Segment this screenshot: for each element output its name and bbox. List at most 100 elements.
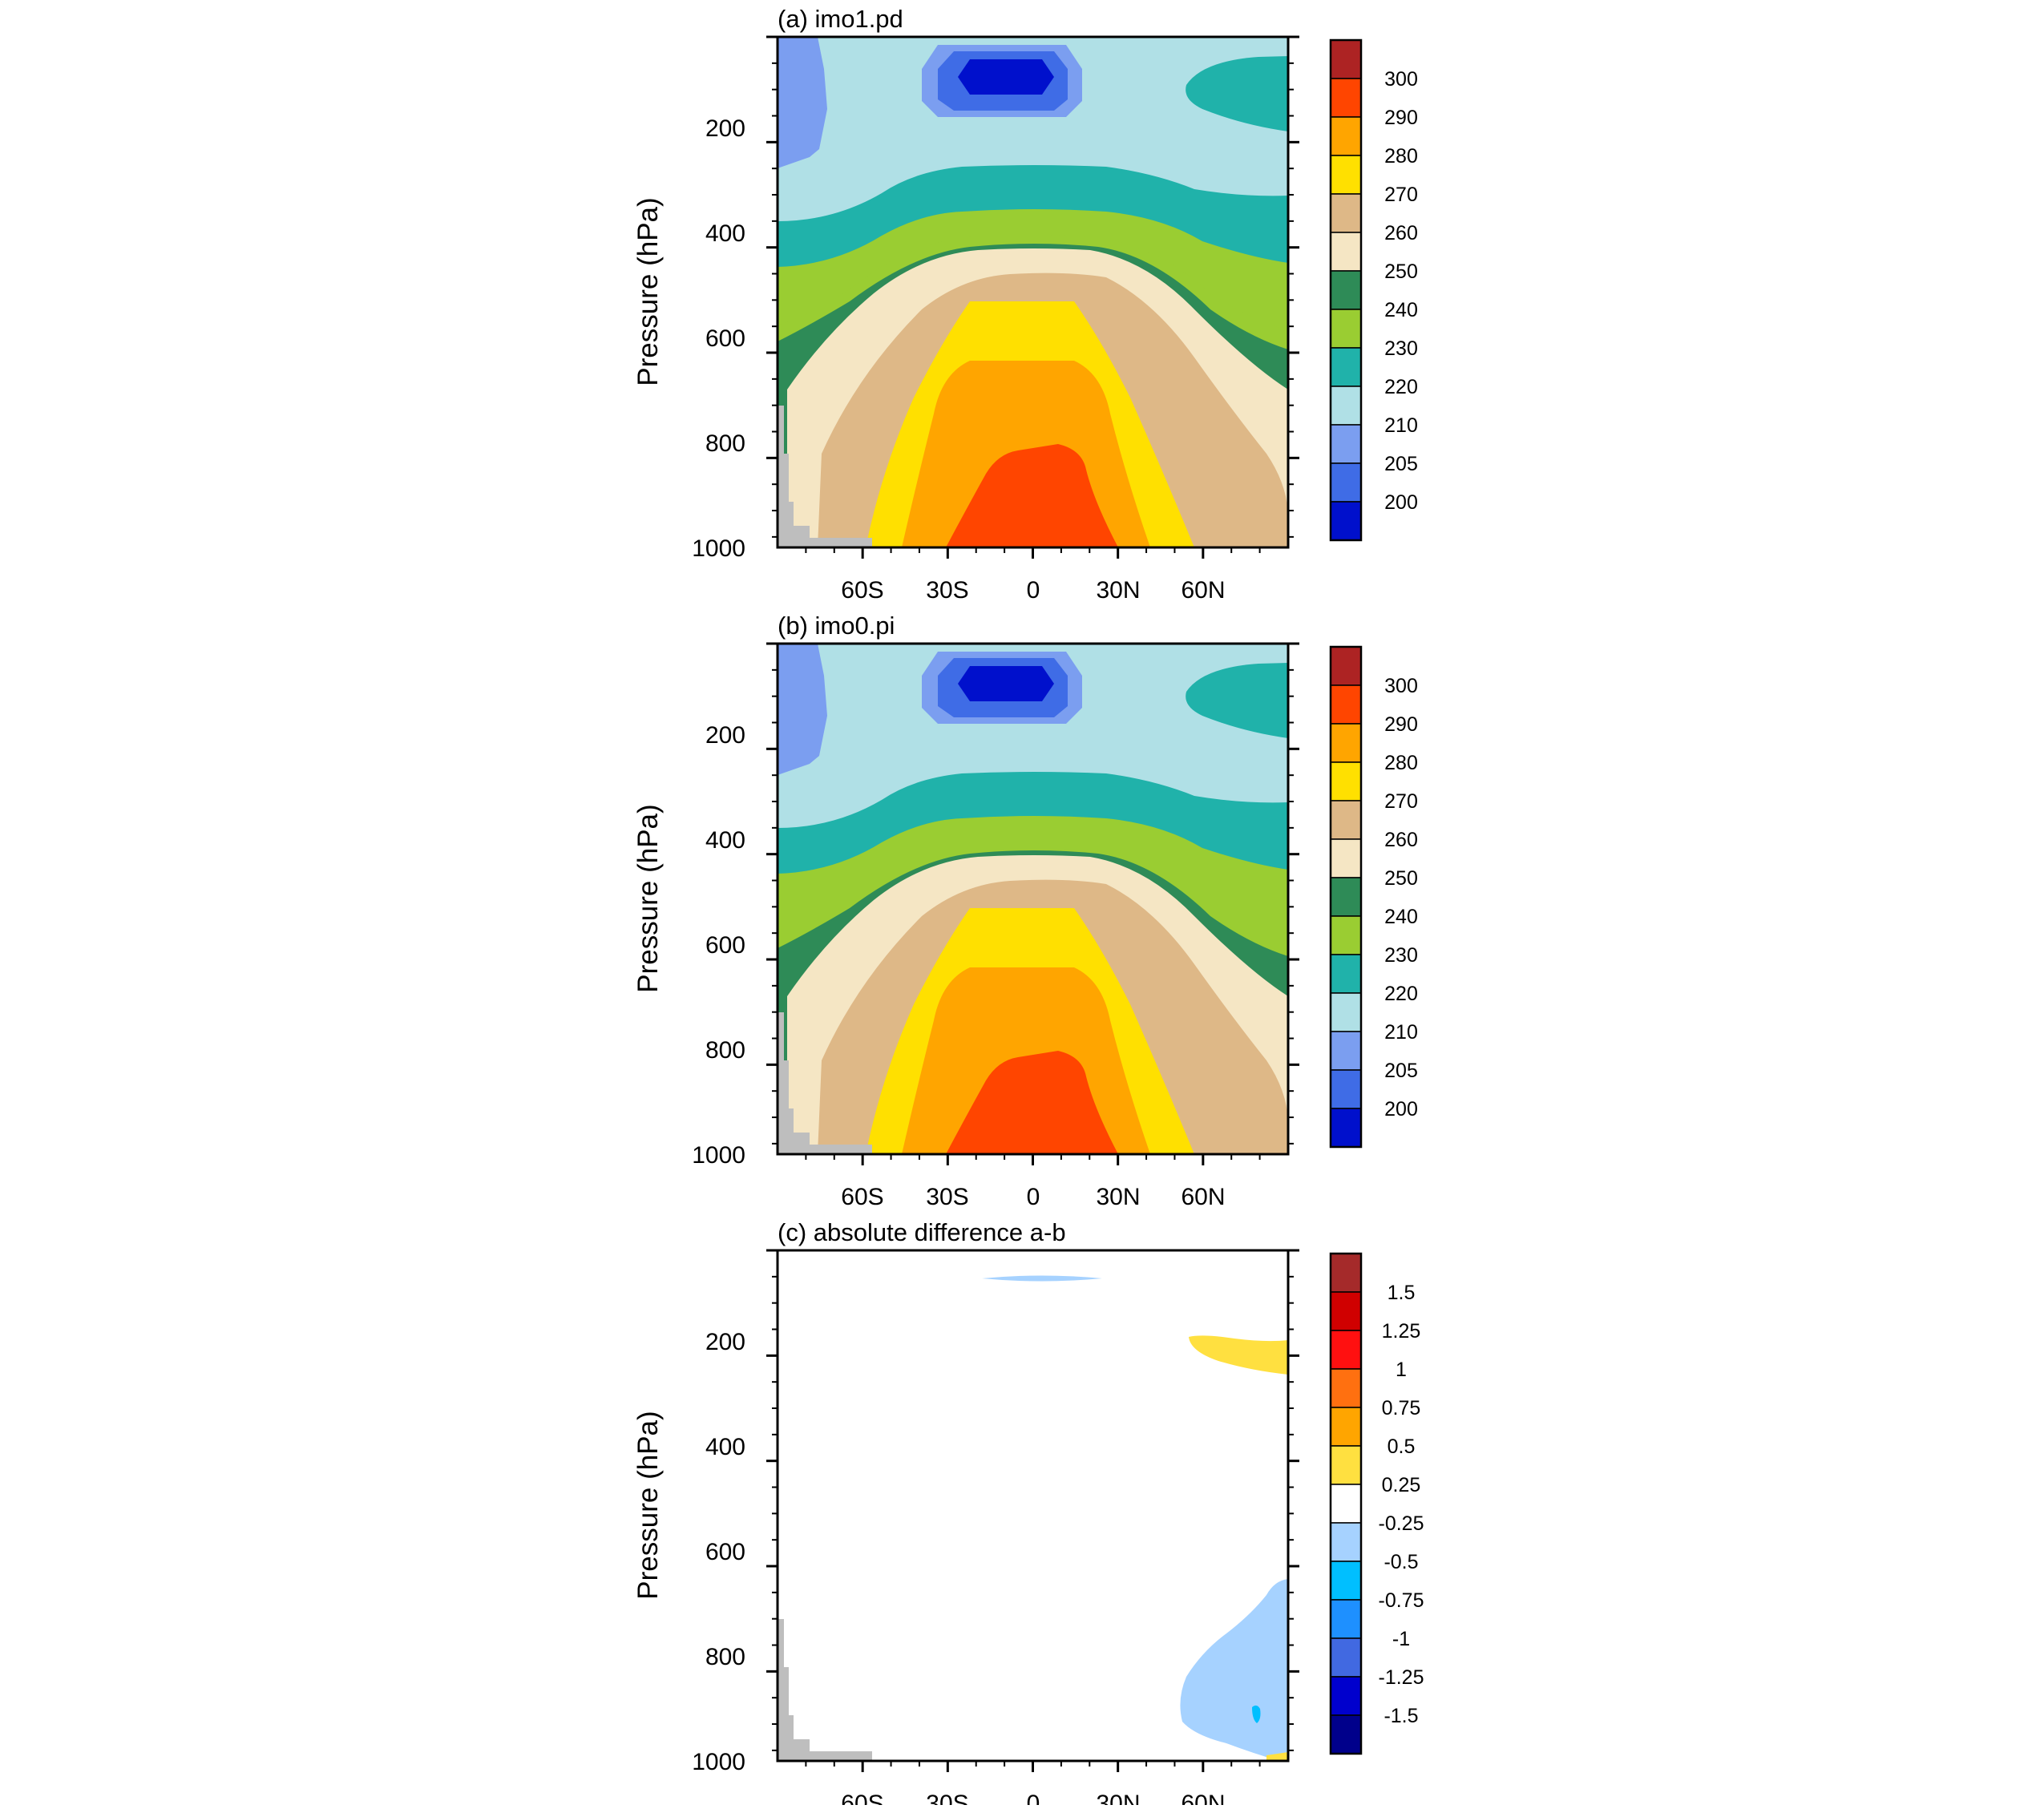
colorbar-swatch — [1330, 646, 1362, 686]
colorbar-swatch — [1330, 1599, 1362, 1639]
colorbar-swatch — [1330, 761, 1362, 802]
panel-title-a: (a) imo1.pd — [778, 5, 903, 33]
y-tick-labels-c: 200 400 600 800 1000 — [692, 1329, 745, 1775]
x-tick-label: 30S — [926, 1791, 968, 1805]
x-tick-labels-a: 60S 30S 0 30N 60N — [841, 577, 1225, 604]
colorbar-label: 260 — [1384, 829, 1418, 851]
colorbar-swatch — [1330, 1291, 1362, 1331]
fill-205-210-sh — [778, 37, 827, 168]
colorbar-swatch — [1330, 424, 1362, 464]
colorbar-label: 280 — [1384, 752, 1418, 774]
x-tick-label: 30N — [1096, 1184, 1140, 1210]
axis-ticks-b — [766, 642, 1299, 1165]
fill-pos-0.25-0.5-upper — [1189, 1335, 1288, 1375]
colorbar-label: -0.5 — [1384, 1551, 1418, 1573]
colorbar-swatch — [1330, 462, 1362, 503]
fill-290-300 — [946, 1051, 1118, 1154]
y-axis-label-a: Pressure (hPa) — [632, 197, 664, 386]
y-tick-label: 800 — [705, 430, 745, 457]
topography-mask — [778, 1012, 872, 1154]
colorbar-swatch — [1330, 1031, 1362, 1071]
colorbar-label: -0.75 — [1379, 1589, 1424, 1612]
colorbar-swatch — [1330, 193, 1362, 233]
colorbar-label: 210 — [1384, 414, 1418, 437]
fill-neg-0.25-0.5-nh-low — [1180, 1579, 1288, 1761]
colorbar-label: 200 — [1384, 1098, 1418, 1121]
colorbar-frame — [1329, 645, 1363, 1149]
fill-below-200 — [958, 59, 1054, 95]
axis-ticks-c — [766, 1249, 1299, 1772]
colorbar-swatch — [1330, 1561, 1362, 1601]
y-tick-label: 400 — [705, 827, 745, 854]
colorbar-swatch — [1330, 838, 1362, 878]
colorbar-label: 205 — [1384, 1060, 1418, 1082]
y-tick-label: 1000 — [692, 1142, 745, 1169]
fill-220-230-nh — [1186, 663, 1288, 738]
panel-b: (b) imo0.pi Pressure (hPa) 200 400 600 8… — [632, 612, 1418, 1210]
y-tick-label: 1000 — [692, 535, 745, 562]
colorbar-label: 250 — [1384, 867, 1418, 890]
colorbar-frame — [1329, 1252, 1363, 1755]
y-tick-label: 200 — [705, 115, 745, 142]
x-tick-label: 60N — [1181, 1791, 1225, 1805]
colorbar-swatch — [1330, 78, 1362, 118]
colorbar-swatch — [1330, 915, 1362, 955]
colorbar-swatch — [1330, 800, 1362, 840]
y-tick-labels-b: 200 400 600 800 1000 — [692, 722, 745, 1169]
x-tick-label: 60S — [841, 1791, 883, 1805]
colorbar-label: 220 — [1384, 376, 1418, 398]
colorbar-label: 290 — [1384, 107, 1418, 129]
colorbar-label: 270 — [1384, 790, 1418, 813]
colorbar-swatch — [1330, 386, 1362, 426]
x-tick-label: 60S — [841, 577, 883, 604]
colorbar-swatch — [1330, 1330, 1362, 1370]
colorbar-label: 1 — [1396, 1359, 1407, 1381]
y-tick-label: 200 — [705, 722, 745, 749]
x-tick-label: 30N — [1096, 577, 1140, 604]
fill-205-210-sh — [778, 644, 827, 775]
colorbar-swatch — [1330, 723, 1362, 763]
x-tick-label: 30N — [1096, 1791, 1140, 1805]
y-tick-label: 600 — [705, 325, 745, 352]
colorbar-label: 250 — [1384, 260, 1418, 283]
colorbar-swatch — [1330, 39, 1362, 79]
x-tick-label: 0 — [1027, 1184, 1040, 1210]
colorbar-label: 1.25 — [1382, 1320, 1421, 1343]
x-tick-label: 30S — [926, 1184, 968, 1210]
panel-c: (c) absolute difference a-b Pressure (hP… — [632, 1218, 1424, 1809]
y-tick-label: 400 — [705, 220, 745, 247]
x-tick-labels-c: 60S 30S 0 30N 60N — [841, 1791, 1225, 1809]
colorbar-label: 1.5 — [1388, 1282, 1416, 1304]
y-tick-label: 600 — [705, 1539, 745, 1565]
colorbar-label: -1 — [1392, 1628, 1410, 1650]
y-tick-label: 200 — [705, 1329, 745, 1355]
topography-mask — [778, 1619, 872, 1761]
colorbar-label: 260 — [1384, 222, 1418, 244]
colorbar-swatch — [1330, 1368, 1362, 1408]
colorbar-swatch — [1330, 877, 1362, 917]
colorbar-b: 300 290 280 270 260 250 240 230 220 210 205 200 — [1329, 645, 1418, 1149]
colorbar-label: 220 — [1384, 983, 1418, 1005]
colorbar-swatch — [1330, 992, 1362, 1032]
colorbar-label: -1.5 — [1384, 1705, 1418, 1727]
y-tick-labels-a: 200 400 600 800 1000 — [692, 115, 745, 562]
colorbar-swatch — [1330, 501, 1362, 541]
x-tick-label: 0 — [1027, 1791, 1040, 1805]
colorbar-label: 280 — [1384, 145, 1418, 168]
colorbar-swatch — [1330, 1108, 1362, 1148]
fill-neg-0.5-0.75 — [1252, 1705, 1261, 1723]
fill-220-230-nh — [1186, 56, 1288, 131]
colorbar-label: 240 — [1384, 299, 1418, 321]
colorbar-swatch — [1330, 1522, 1362, 1562]
y-tick-label: 800 — [705, 1037, 745, 1064]
contour-field-c — [778, 1250, 1288, 1761]
x-tick-label: 0 — [1027, 577, 1040, 604]
colorbar-label: 200 — [1384, 491, 1418, 514]
colorbar-label: 0.25 — [1382, 1474, 1421, 1496]
colorbar-label: -1.25 — [1379, 1666, 1424, 1689]
colorbar-label: 230 — [1384, 944, 1418, 967]
y-tick-label: 600 — [705, 932, 745, 959]
colorbar-swatch — [1330, 1637, 1362, 1678]
